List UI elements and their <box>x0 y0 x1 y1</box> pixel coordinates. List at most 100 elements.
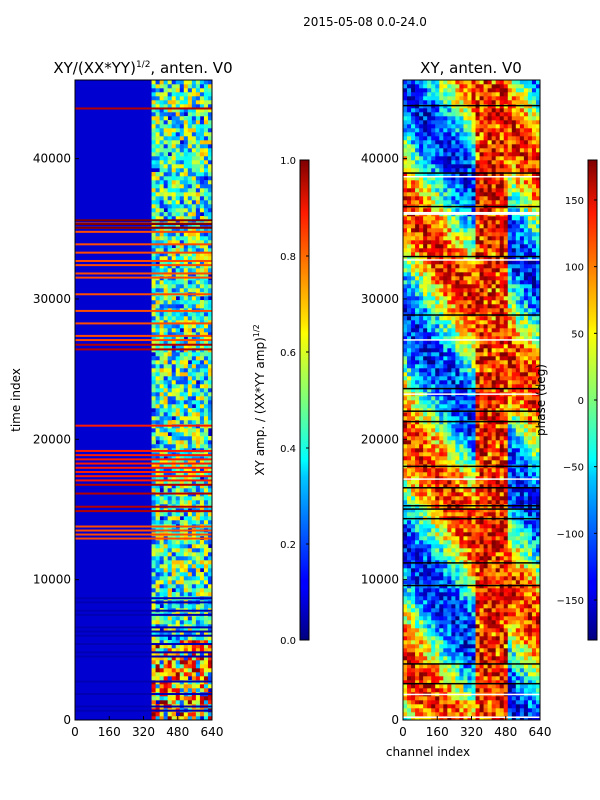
heat-cell <box>431 660 436 665</box>
heat-cell <box>183 552 189 557</box>
heat-cell <box>503 676 509 681</box>
heat-cell <box>431 652 436 657</box>
heat-cell <box>207 384 212 389</box>
heat-cell <box>151 712 156 717</box>
heat-cell <box>507 556 513 561</box>
heat-cell <box>523 620 529 625</box>
heat-cell <box>159 260 164 265</box>
heat-cell <box>455 496 460 501</box>
heat-cell <box>443 600 448 605</box>
heat-cell <box>463 688 468 693</box>
heat-cell <box>171 592 177 597</box>
heat-cell <box>199 576 205 581</box>
heat-cell <box>175 288 181 293</box>
heat-cell <box>455 608 460 613</box>
heat-cell <box>403 716 408 720</box>
heat-cell <box>483 648 488 653</box>
heat-cell <box>439 548 444 553</box>
heat-cell <box>503 636 509 641</box>
heat-cell <box>423 508 428 513</box>
heat-cell <box>419 496 424 501</box>
heat-cell <box>167 376 173 381</box>
heat-cell <box>467 476 472 481</box>
heat-cell <box>415 500 420 505</box>
heat-cell <box>167 128 173 133</box>
heat-cell <box>447 600 452 605</box>
heat-cell <box>459 544 464 549</box>
heat-cell <box>167 500 173 505</box>
heat-cell <box>191 412 197 417</box>
heat-cell <box>163 344 168 349</box>
heat-cell <box>191 468 197 473</box>
heat-cell <box>515 524 521 529</box>
heat-cell <box>195 368 201 373</box>
heat-cell <box>171 300 177 305</box>
heat-cell <box>203 544 209 549</box>
heat-cell <box>427 544 432 549</box>
heat-cell <box>203 640 209 645</box>
heat-cell <box>187 112 193 117</box>
heat-cell <box>163 408 168 413</box>
heat-cell <box>443 436 448 441</box>
heat-cell <box>463 632 468 637</box>
heat-cell <box>471 636 476 641</box>
heat-cell <box>487 616 492 621</box>
heat-cell <box>439 696 444 701</box>
heat-cell <box>187 480 193 485</box>
heat-cell <box>459 492 464 497</box>
heat-cell <box>451 580 456 585</box>
heat-cell <box>203 568 209 573</box>
heat-cell <box>463 540 468 545</box>
heat-cell <box>455 484 460 489</box>
heat-cell <box>167 180 173 185</box>
heat-cell <box>151 344 156 349</box>
heat-cell <box>207 464 212 469</box>
heat-cell <box>175 164 181 169</box>
heat-cell <box>195 216 201 221</box>
heat-cell <box>483 664 488 669</box>
heat-cell <box>155 340 160 345</box>
heat-cell <box>203 620 209 625</box>
heat-cell <box>199 396 205 401</box>
heat-cell <box>151 648 156 653</box>
heat-cell <box>207 176 212 181</box>
heat-cell <box>191 340 197 345</box>
heat-cell <box>183 300 189 305</box>
heat-cell <box>163 124 168 129</box>
heat-cell <box>203 320 209 325</box>
heat-cell <box>459 444 464 449</box>
heat-cell <box>507 564 513 569</box>
heat-cell <box>171 152 177 157</box>
heat-cell <box>171 584 177 589</box>
heat-cell <box>167 688 173 693</box>
heat-cell <box>471 696 476 701</box>
heat-cell <box>459 564 464 569</box>
heat-cell <box>487 632 492 637</box>
heat-cell <box>199 148 205 153</box>
heat-cell <box>163 568 168 573</box>
heat-cell <box>167 568 173 573</box>
heat-cell <box>167 580 173 585</box>
heat-cell <box>171 312 177 317</box>
heat-cell <box>187 284 193 289</box>
heat-cell <box>495 616 501 621</box>
heat-cell <box>167 248 173 253</box>
heat-cell <box>407 700 412 705</box>
heat-cell <box>203 652 209 657</box>
heat-cell <box>515 556 521 561</box>
heat-cell <box>535 644 540 649</box>
heat-cell <box>447 444 452 449</box>
heat-cell <box>171 340 177 345</box>
heat-cell <box>515 640 521 645</box>
heat-cell <box>487 636 492 641</box>
heat-cell <box>519 492 525 497</box>
heat-cell <box>199 368 205 373</box>
heat-cell <box>491 608 496 613</box>
right-panel: XY, anten. V0 0 160 320 480 640 010000200003… <box>361 59 552 759</box>
heat-cell <box>531 436 537 441</box>
heat-cell <box>155 252 160 257</box>
heat-cell <box>183 360 189 365</box>
heat-cell <box>411 528 416 533</box>
heat-cell <box>423 548 428 553</box>
heat-cell <box>167 188 173 193</box>
